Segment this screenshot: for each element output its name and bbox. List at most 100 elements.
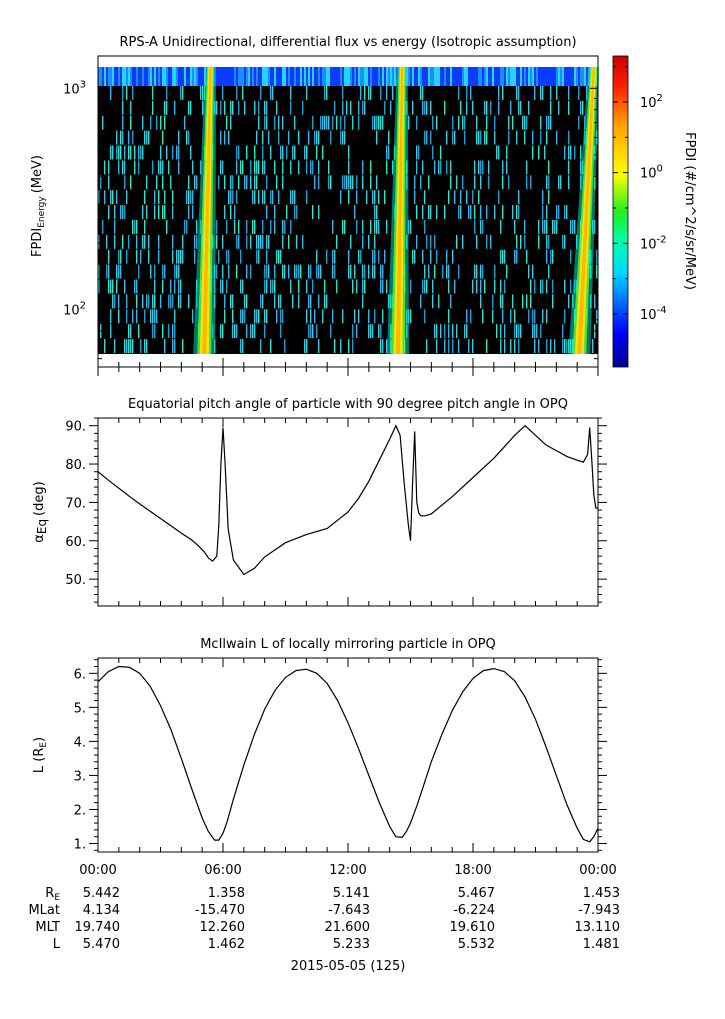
spectrogram-cell bbox=[344, 130, 346, 145]
spectrogram-cell bbox=[356, 67, 358, 86]
spectrogram-cell bbox=[502, 309, 504, 324]
spectrogram-cell bbox=[100, 67, 102, 86]
spectrogram-cell bbox=[368, 234, 370, 249]
spectrogram-cell bbox=[474, 67, 476, 86]
spectrogram-cell bbox=[310, 264, 312, 279]
spectrogram-cell bbox=[500, 249, 502, 264]
spectrogram-cell bbox=[572, 67, 574, 86]
spectrogram-cell bbox=[272, 190, 274, 205]
spectrogram-cell bbox=[326, 86, 328, 100]
spectrogram-cell bbox=[578, 67, 580, 86]
spectrogram-cell bbox=[246, 67, 248, 86]
spectrogram-cell bbox=[266, 67, 268, 86]
spectrogram-cell bbox=[476, 264, 478, 279]
spectrogram-y-label-unit: (MeV) bbox=[30, 155, 45, 193]
spectrogram-cell bbox=[298, 130, 300, 145]
spectrogram-cell bbox=[138, 264, 140, 279]
time-axis-labels: 00:00 06:00 12:00 18:00 00:00 bbox=[79, 863, 616, 878]
spectrogram-cell bbox=[504, 339, 506, 353]
spectrogram-cell bbox=[118, 309, 120, 324]
spectrogram-cell bbox=[270, 339, 272, 353]
spectrogram-cell bbox=[312, 115, 314, 130]
spectrogram-cell bbox=[486, 130, 488, 145]
spectrogram-cell bbox=[298, 264, 300, 279]
spectrogram-cell bbox=[232, 175, 234, 190]
spectrogram-cell bbox=[126, 309, 128, 324]
spectrogram-cell bbox=[372, 67, 374, 86]
spectrogram-cell bbox=[386, 220, 388, 234]
spectrogram-cell bbox=[186, 67, 188, 86]
spectrogram-cell bbox=[498, 67, 500, 86]
spectrogram-cell bbox=[508, 115, 510, 130]
spectrogram-cell bbox=[562, 339, 564, 353]
spectrogram-cell bbox=[378, 67, 380, 86]
spectrogram-cell bbox=[482, 67, 484, 86]
spectrogram-cell bbox=[564, 145, 566, 160]
ephemeris-value: 5.467 bbox=[458, 886, 495, 901]
spectrogram-cell bbox=[352, 175, 354, 190]
mcilwain-l-y-tick-label: 6. bbox=[74, 667, 86, 682]
spectrogram-cell bbox=[310, 294, 312, 309]
spectrogram-cell bbox=[142, 294, 144, 309]
spectrogram-cell bbox=[308, 294, 310, 309]
spectrogram-cell bbox=[434, 67, 436, 86]
spectrogram-cell bbox=[134, 220, 136, 234]
spectrogram-cell bbox=[516, 234, 518, 249]
spectrogram-cell bbox=[380, 67, 382, 86]
spectrogram-cell bbox=[500, 324, 502, 339]
spectrogram-cell bbox=[190, 100, 192, 115]
spectrogram-cell bbox=[362, 160, 364, 175]
spectrogram-cell bbox=[220, 279, 222, 294]
spectrogram-cell bbox=[162, 205, 164, 219]
spectrogram-cell bbox=[172, 339, 174, 353]
spectrogram-cell bbox=[306, 160, 308, 175]
spectrogram-cell bbox=[246, 145, 248, 160]
spectrogram-cell bbox=[568, 86, 570, 100]
spectrogram-cell bbox=[510, 67, 512, 86]
spectrogram-cell bbox=[364, 67, 366, 86]
spectrogram-y-tick-label: 103 bbox=[63, 79, 86, 97]
spectrogram-cell bbox=[256, 130, 258, 145]
spectrogram-cell bbox=[252, 220, 254, 234]
spectrogram-cell bbox=[408, 220, 410, 234]
spectrogram-cell bbox=[292, 190, 294, 205]
spectrogram-cell bbox=[150, 115, 152, 130]
spectrogram-cell bbox=[430, 100, 432, 115]
spectrogram-cell bbox=[582, 100, 584, 115]
spectrogram-cell bbox=[144, 234, 146, 249]
spectrogram-cell bbox=[240, 309, 242, 324]
spectrogram-cell bbox=[580, 67, 582, 86]
spectrogram-cell bbox=[314, 130, 316, 145]
spectrogram-cell bbox=[362, 264, 364, 279]
spectrogram-cell bbox=[286, 145, 288, 160]
spectrogram-cell bbox=[426, 279, 428, 294]
spectrogram-cell bbox=[304, 67, 306, 86]
spectrogram-cell bbox=[502, 175, 504, 190]
spectrogram-cell bbox=[410, 67, 412, 86]
spectrogram-cell bbox=[182, 234, 184, 249]
ephemeris-value: 1.453 bbox=[583, 886, 620, 901]
spectrogram-cell bbox=[170, 279, 172, 294]
spectrogram-cell bbox=[508, 130, 510, 145]
spectrogram-cell bbox=[116, 145, 118, 160]
ephemeris-value: 1.462 bbox=[208, 937, 245, 952]
spectrogram-cell bbox=[222, 86, 224, 100]
spectrogram-cell bbox=[522, 294, 524, 309]
spectrogram-cell bbox=[428, 264, 430, 279]
spectrogram-cell bbox=[578, 115, 580, 130]
spectrogram-cell bbox=[310, 160, 312, 175]
spectrogram-cell bbox=[522, 67, 524, 86]
spectrogram-cell bbox=[154, 294, 156, 309]
spectrogram-cell bbox=[232, 100, 234, 115]
spectrogram-cell bbox=[274, 220, 276, 234]
spectrogram-cell bbox=[192, 190, 194, 205]
spectrogram-cell bbox=[264, 160, 266, 175]
spectrogram-cell bbox=[314, 67, 316, 86]
spectrogram-cell bbox=[432, 115, 434, 130]
spectrogram-cell bbox=[130, 115, 132, 130]
spectrogram-cell bbox=[178, 294, 180, 309]
mcilwain-l-y-label: L (RE) bbox=[32, 737, 49, 773]
spectrogram-cell bbox=[498, 100, 500, 115]
spectrogram-cell bbox=[128, 130, 130, 145]
spectrogram-cell bbox=[474, 205, 476, 219]
